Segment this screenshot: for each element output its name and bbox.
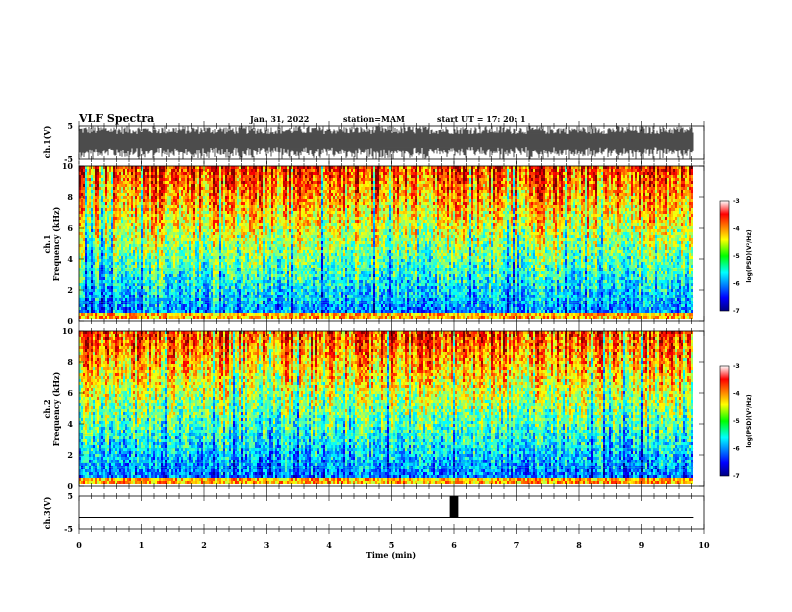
time-tick-label: 8 (576, 540, 582, 550)
ch1-ytick-bottom: -5 (64, 154, 73, 164)
freq-tick-label: 0 (67, 481, 73, 491)
ch3-waveform-panel: 5 -5 ch.3(V) (42, 491, 705, 534)
freq-tick-label: 2 (67, 450, 73, 460)
freq-tick-label: 6 (67, 223, 73, 233)
ch2-spec-yticks: 0 2 4 6 8 10 (62, 326, 704, 491)
ch2-colorbar (719, 365, 730, 477)
ch2-spec-ylabel-channel: ch.2 (42, 399, 52, 418)
time-tick-label: 9 (639, 540, 645, 550)
freq-tick-label: 8 (67, 357, 73, 367)
date-label: Jan. 31, 2022 (249, 114, 309, 124)
time-tick-label: 7 (514, 540, 520, 550)
start-time-label: start UT = 17: 20: 1 (437, 114, 526, 124)
freq-tick-label: 0 (67, 316, 73, 326)
colorbar-tick-label: -6 (733, 281, 740, 288)
colorbar-tick-label: -7 (733, 308, 740, 315)
ch1-ytick-top: 5 (67, 121, 73, 131)
ch3-pulse (449, 496, 459, 518)
time-tick-label: 5 (389, 540, 395, 550)
ch2-spec-ylabel-freq: Frequency (kHz) (51, 371, 61, 446)
ch3-ytick-bottom: -5 (64, 524, 73, 534)
colorbar-tick-label: -4 (733, 391, 740, 398)
ch1-waveform-trace (79, 126, 694, 159)
ch1-spec-ylabel-channel: ch.1 (42, 234, 52, 253)
ch1-waveform-path (79, 126, 694, 159)
ch3-ylabel: ch.3(V) (42, 496, 52, 529)
ch1-colorbar-ticks: -3 -4 -5 -6 -7 (733, 198, 740, 315)
colorbar-tick-label: -7 (733, 473, 740, 480)
x-axis-label: Time (min) (366, 550, 416, 560)
x-tick-labels: 0 1 2 3 4 5 6 7 8 9 10 (76, 540, 710, 550)
ch1-spec-yticks: 0 2 4 6 8 10 (62, 161, 704, 326)
colorbar-tick-label: -4 (733, 226, 740, 233)
freq-tick-label: 8 (67, 192, 73, 202)
colorbar-tick-label: -3 (733, 198, 740, 205)
ch1-spectrogram-image (79, 166, 694, 319)
colorbar-tick-label: -5 (733, 253, 740, 260)
chart-title: VLF Spectra (78, 112, 154, 125)
ch1-colorbar-label: log(PSD)(V²/Hz) (746, 229, 753, 282)
ch2-colorbar-label: log(PSD)(V²/Hz) (746, 394, 753, 447)
ch1-spec-ylabel-freq: Frequency (kHz) (51, 206, 61, 281)
freq-tick-label: 10 (62, 326, 74, 336)
station-label: station=MAM (343, 114, 405, 124)
colorbar-tick-label: -5 (733, 418, 740, 425)
time-tick-label: 3 (264, 540, 270, 550)
freq-tick-label: 6 (67, 388, 73, 398)
freq-tick-label: 4 (67, 254, 73, 264)
ch2-colorbar-ticks: -3 -4 -5 -6 -7 (733, 363, 740, 480)
freq-tick-label: 2 (67, 285, 73, 295)
x-tick-marks (78, 121, 705, 534)
colorbar-tick-label: -6 (733, 446, 740, 453)
time-tick-label: 0 (76, 540, 82, 550)
ch2-spectrogram-image (79, 331, 694, 484)
ch1-ylabel: ch.1(V) (42, 125, 52, 158)
time-tick-label: 4 (326, 540, 332, 550)
time-tick-label: 2 (201, 540, 207, 550)
time-tick-label: 10 (698, 540, 710, 550)
freq-tick-label: 10 (62, 161, 74, 171)
ch3-ytick-top: 5 (67, 491, 73, 501)
freq-tick-label: 4 (67, 419, 73, 429)
time-tick-label: 1 (139, 540, 145, 550)
ch1-colorbar (719, 200, 730, 312)
time-tick-label: 6 (451, 540, 457, 550)
colorbar-tick-label: -3 (733, 363, 740, 370)
